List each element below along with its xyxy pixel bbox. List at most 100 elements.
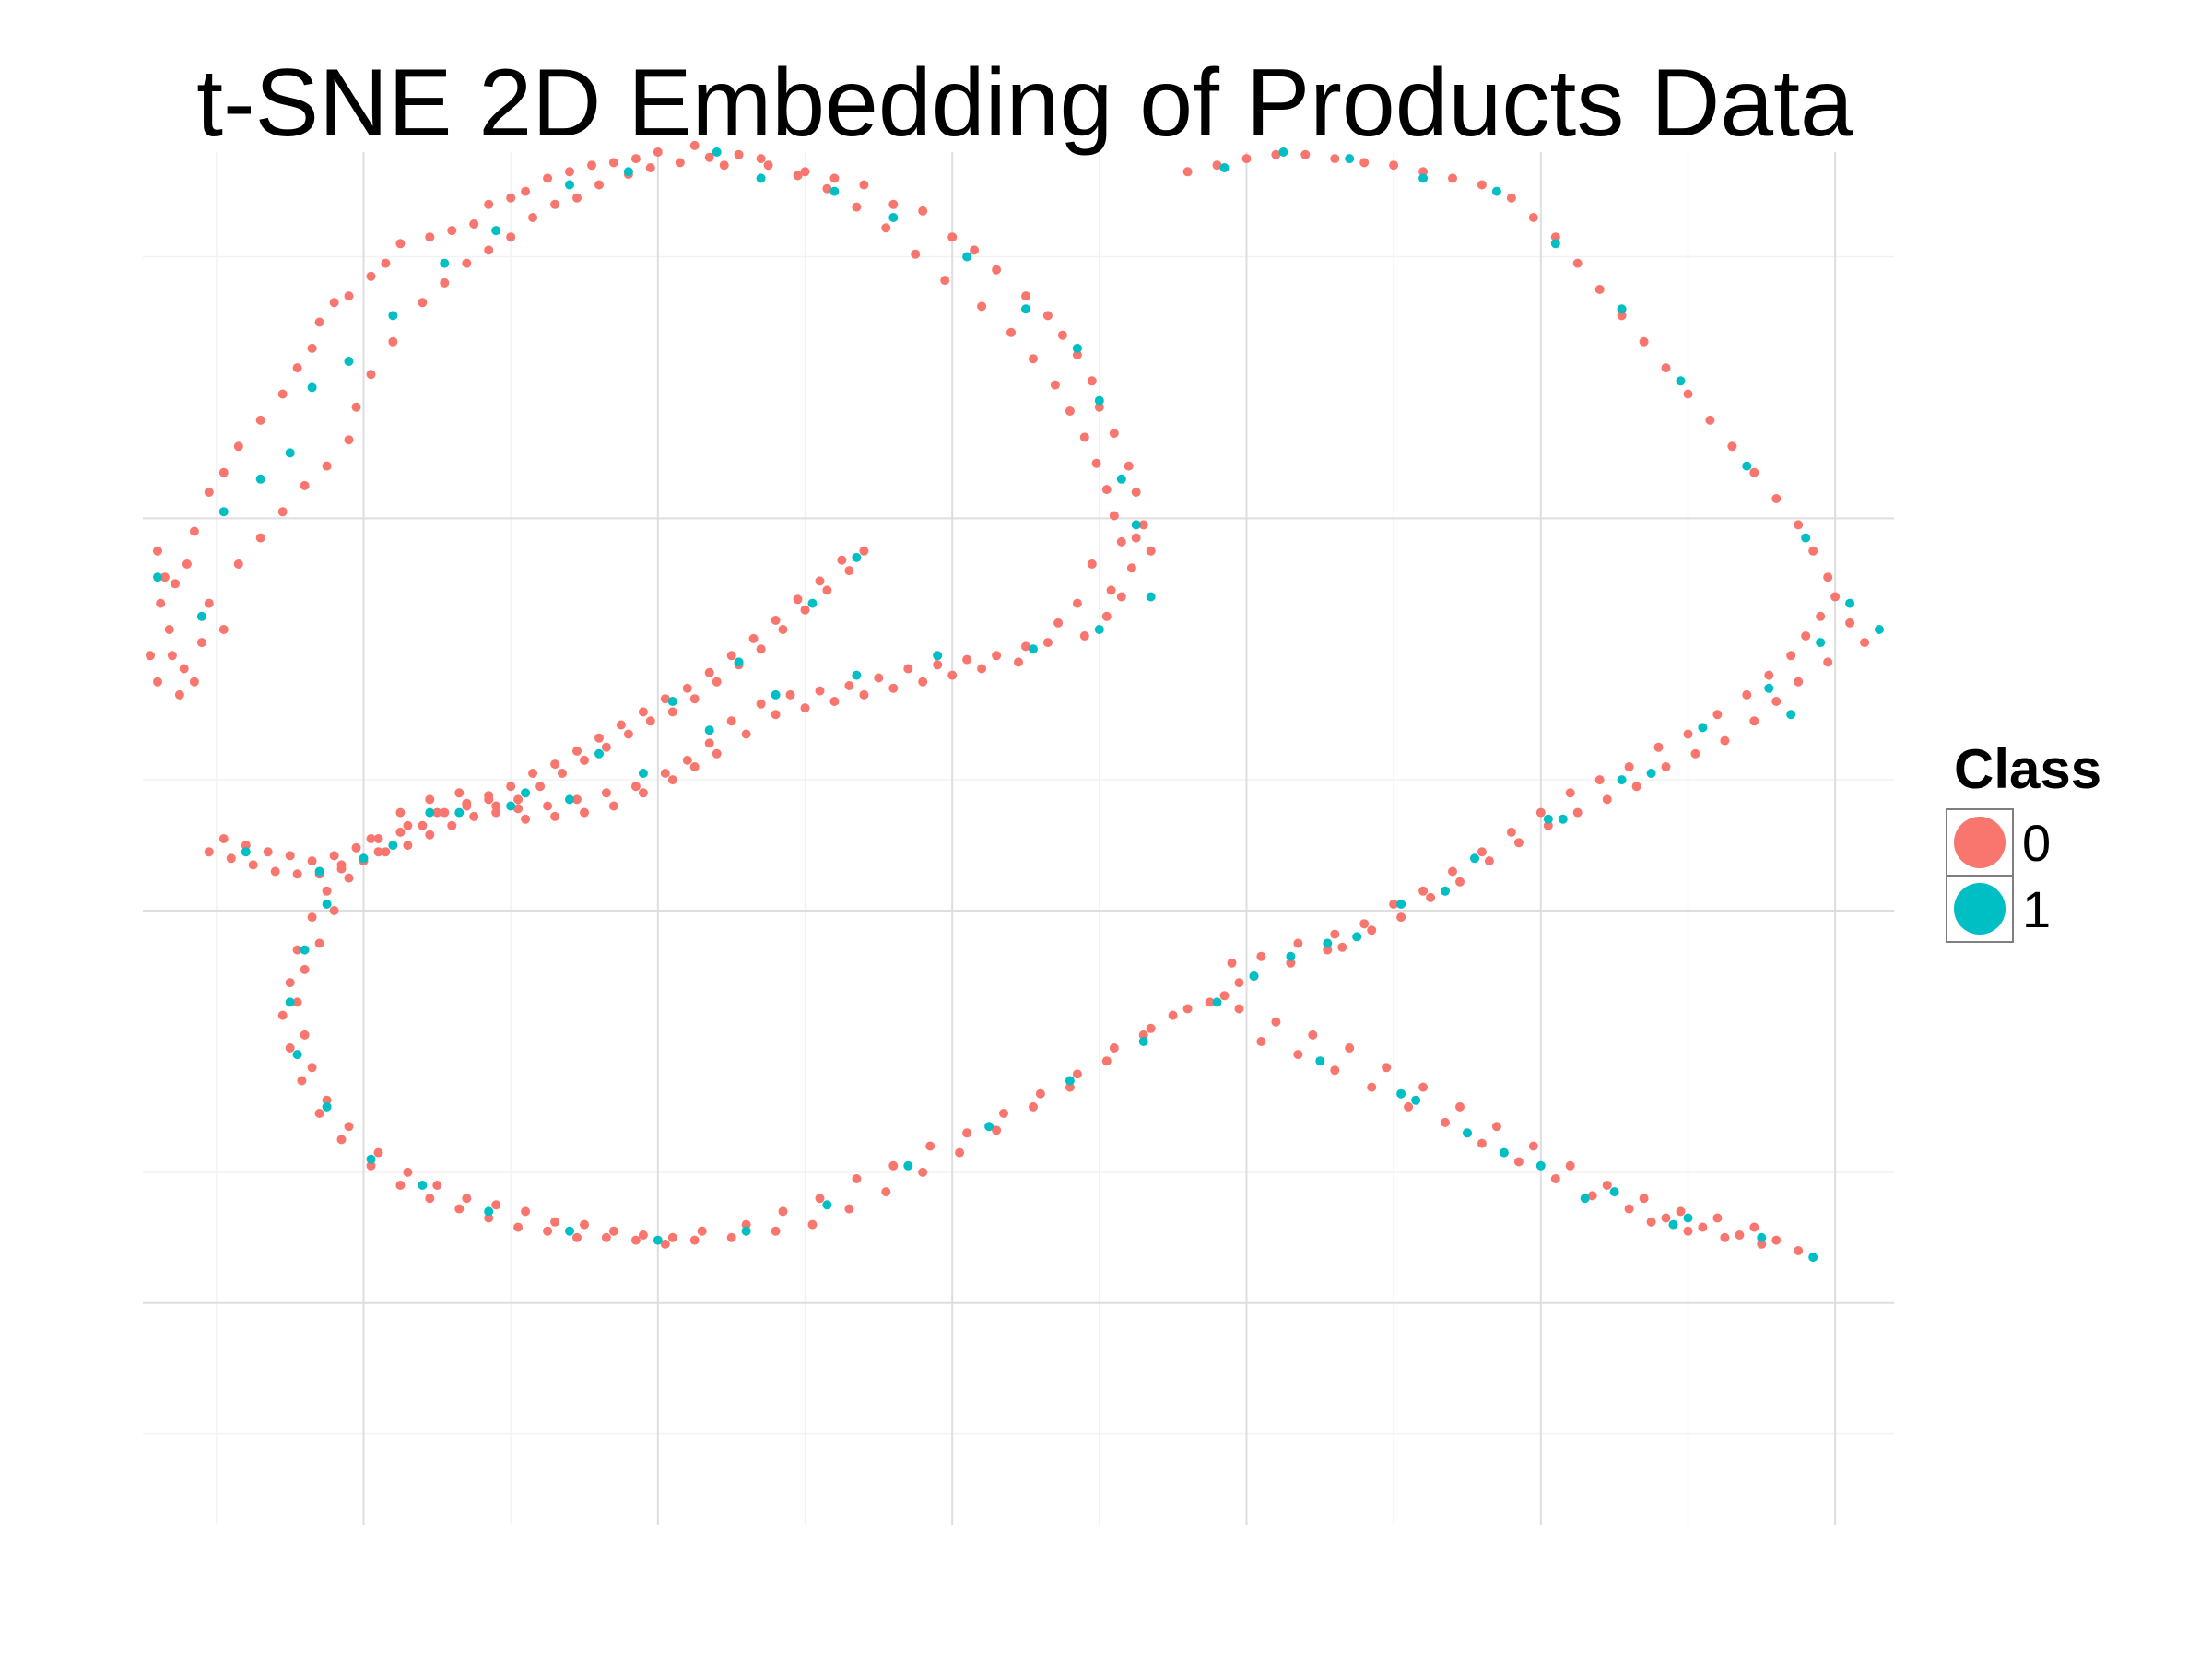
scatter-point-class-0 — [741, 729, 751, 739]
scatter-point-class-0 — [425, 232, 435, 242]
scatter-point-class-0 — [307, 343, 317, 353]
scatter-point-class-0 — [726, 1232, 736, 1242]
scatter-point-class-0 — [285, 1043, 295, 1053]
scatter-point-class-0 — [277, 389, 288, 399]
scatter-point-class-0 — [550, 1217, 560, 1227]
scatter-point-class-1 — [1396, 900, 1406, 909]
scatter-point-class-0 — [528, 769, 538, 778]
scatter-point-class-0 — [1448, 173, 1457, 183]
scatter-point-class-1 — [1065, 1076, 1075, 1086]
scatter-point-class-0 — [388, 336, 398, 347]
scatter-point-class-1 — [1757, 1232, 1767, 1242]
scatter-point-class-1 — [1646, 769, 1656, 778]
scatter-point-class-0 — [1786, 651, 1796, 661]
scatter-point-class-0 — [513, 1222, 524, 1232]
scatter-point-class-0 — [1720, 1232, 1730, 1242]
scatter-point-class-0 — [800, 703, 810, 713]
scatter-point-class-0 — [667, 707, 677, 717]
scatter-point-class-1 — [255, 474, 265, 484]
scatter-point-class-1 — [1698, 723, 1708, 733]
scatter-point-class-1 — [962, 252, 972, 262]
scatter-point-class-1 — [322, 1101, 332, 1112]
scatter-point-class-0 — [153, 677, 162, 687]
scatter-point-class-0 — [1256, 1037, 1266, 1046]
scatter-point-class-0 — [572, 1232, 582, 1242]
scatter-point-class-0 — [1300, 149, 1311, 159]
scatter-point-class-0 — [785, 689, 795, 700]
scatter-point-class-0 — [179, 664, 189, 674]
scatter-point-class-0 — [1065, 406, 1075, 416]
scatter-point-class-0 — [756, 644, 766, 654]
scatter-point-class-0 — [484, 199, 494, 209]
scatter-point-class-0 — [704, 152, 714, 162]
scatter-point-class-0 — [1572, 258, 1583, 268]
scatter-point-class-0 — [1587, 1191, 1597, 1201]
scatter-point-class-0 — [1072, 598, 1082, 608]
scatter-point-class-0 — [1455, 877, 1465, 887]
scatter-point-class-0 — [1550, 1174, 1560, 1183]
scatter-point-class-0 — [159, 572, 170, 582]
scatter-point-class-0 — [918, 677, 928, 687]
scatter-point-class-0 — [336, 864, 347, 874]
scatter-point-class-1 — [285, 997, 295, 1007]
scatter-point-class-1 — [888, 213, 899, 222]
scatter-point-class-0 — [484, 1213, 494, 1223]
scatter-point-class-1 — [1072, 343, 1082, 353]
scatter-point-class-0 — [447, 226, 457, 236]
scatter-point-class-0 — [1146, 1023, 1156, 1033]
scatter-point-class-0 — [881, 223, 891, 233]
scatter-point-class-0 — [1087, 376, 1097, 386]
scatter-point-class-0 — [351, 402, 361, 412]
scatter-point-class-0 — [462, 1194, 472, 1204]
scatter-point-class-0 — [1308, 1030, 1318, 1040]
scatter-point-class-0 — [844, 1204, 854, 1214]
scatter-point-class-0 — [844, 681, 854, 690]
scatter-point-class-1 — [704, 725, 714, 735]
scatter-point-class-0 — [366, 834, 376, 843]
scatter-point-class-0 — [1823, 657, 1833, 667]
scatter-point-class-0 — [491, 801, 501, 811]
scatter-point-class-0 — [1653, 742, 1664, 752]
scatter-point-class-1 — [1535, 1160, 1546, 1171]
scatter-point-class-1 — [1550, 239, 1560, 249]
scatter-point-class-1 — [1441, 886, 1450, 896]
scatter-point-class-0 — [1087, 559, 1097, 569]
scatter-point-class-0 — [689, 140, 700, 150]
scatter-point-class-0 — [1830, 592, 1841, 602]
scatter-point-class-1 — [1411, 1095, 1421, 1105]
scatter-point-class-0 — [1426, 892, 1436, 902]
scatter-point-class-0 — [992, 1125, 1002, 1135]
scatter-point-class-0 — [594, 733, 604, 743]
scatter-point-class-0 — [660, 769, 670, 778]
scatter-point-class-0 — [977, 301, 987, 312]
scatter-point-class-0 — [1550, 232, 1560, 242]
scatter-point-class-1 — [1138, 1037, 1148, 1046]
scatter-point-class-1 — [594, 748, 604, 759]
scatter-point-class-0 — [218, 834, 229, 843]
scatter-point-class-0 — [292, 363, 302, 373]
scatter-point-class-0 — [285, 851, 295, 861]
scatter-point-class-0 — [1014, 657, 1023, 667]
scatter-point-class-0 — [418, 298, 428, 308]
scatter-point-class-0 — [667, 775, 677, 785]
scatter-point-class-0 — [204, 847, 214, 857]
scatter-point-class-1 — [1021, 304, 1030, 314]
scatter-point-class-0 — [1771, 494, 1782, 503]
scatter-point-class-0 — [1404, 1101, 1414, 1112]
scatter-point-class-0 — [182, 559, 192, 569]
scatter-point-class-1 — [1212, 997, 1222, 1007]
scatter-point-class-0 — [1477, 180, 1487, 190]
scatter-point-class-0 — [1094, 402, 1104, 412]
scatter-point-class-0 — [1602, 794, 1612, 805]
scatter-point-class-0 — [277, 507, 288, 517]
scatter-point-class-1 — [1418, 173, 1429, 183]
scatter-point-class-0 — [1234, 1004, 1244, 1014]
scatter-point-class-0 — [1441, 1117, 1450, 1127]
scatter-point-class-0 — [351, 842, 361, 853]
scatter-point-class-1 — [852, 670, 862, 680]
scatter-point-class-0 — [1683, 729, 1693, 739]
scatter-point-class-0 — [1124, 461, 1134, 471]
scatter-point-class-0 — [174, 689, 184, 700]
scatter-point-class-0 — [462, 258, 472, 268]
scatter-point-class-0 — [1572, 807, 1583, 818]
